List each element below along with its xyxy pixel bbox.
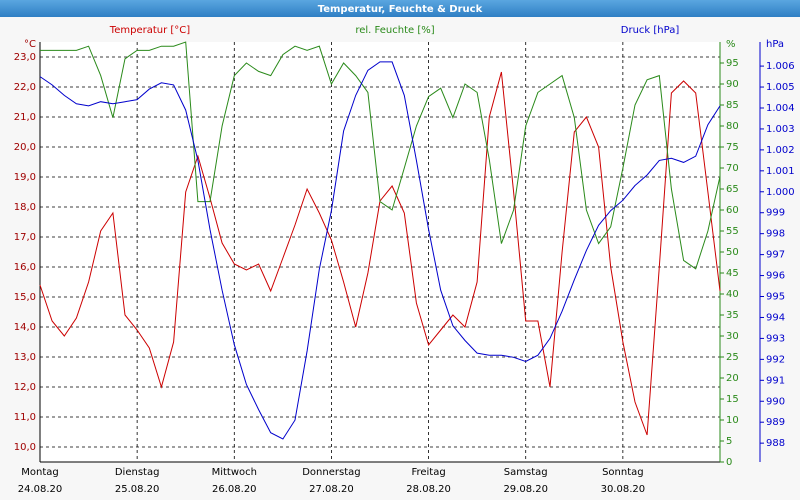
y3-tick-label: 993	[766, 333, 785, 344]
y-tick-label: 12,0	[14, 382, 36, 393]
y3-tick-label: 994	[766, 312, 785, 323]
series-line	[40, 41, 721, 270]
x-tick-label: Sonntag	[602, 467, 644, 478]
y3-tick-label: 997	[766, 250, 785, 261]
y3-tick-label: 990	[766, 396, 785, 407]
plot-area	[40, 42, 720, 462]
y3-tick-label: 999	[766, 208, 785, 219]
y3-tick-label: 992	[766, 354, 785, 365]
y-tick-label: 20,0	[14, 142, 36, 153]
series-title: rel. Feuchte [%]	[355, 25, 434, 36]
y2-unit: %	[726, 39, 736, 50]
y3-tick-label: 1.005	[766, 82, 795, 93]
y3-unit: hPa	[766, 39, 784, 50]
x-tick-label: Dienstag	[115, 467, 160, 478]
y3-tick-label: 996	[766, 271, 785, 282]
y3-tick-label: 995	[766, 292, 785, 303]
y-tick-label: 18,0	[14, 202, 36, 213]
y3-tick-label: 1.002	[766, 145, 795, 156]
y3-tick-label: 1.006	[766, 61, 795, 72]
title-bar	[0, 0, 800, 17]
y2-tick-label: 5	[726, 436, 732, 447]
y2-tick-label: 80	[726, 121, 739, 132]
series-title: Temperatur [°C]	[109, 25, 190, 36]
y2-tick-label: 35	[726, 310, 739, 321]
y-tick-label: 16,0	[14, 262, 36, 273]
y-tick-label: 13,0	[14, 352, 36, 363]
y2-tick-label: 40	[726, 289, 739, 300]
y3-tick-label: 1.004	[766, 103, 795, 114]
y2-tick-label: 50	[726, 247, 739, 258]
y2-tick-label: 55	[726, 226, 739, 237]
x-tick-sublabel: 28.08.20	[406, 484, 451, 495]
y3-tick-label: 1.001	[766, 166, 795, 177]
x-tick-label: Montag	[21, 467, 58, 478]
y-tick-label: 14,0	[14, 322, 36, 333]
y-tick-label: 10,0	[14, 442, 36, 453]
y3-tick-label: 988	[766, 438, 785, 449]
x-tick-sublabel: 27.08.20	[309, 484, 354, 495]
y2-tick-label: 45	[726, 268, 739, 279]
y-tick-label: 21,0	[14, 112, 36, 123]
y2-tick-label: 15	[726, 394, 739, 405]
y2-tick-label: 10	[726, 415, 739, 426]
y-unit: °C	[24, 39, 36, 50]
y3-tick-label: 998	[766, 229, 785, 240]
x-tick-label: Samstag	[504, 467, 548, 478]
y-tick-label: 15,0	[14, 292, 36, 303]
series-line	[39, 61, 721, 440]
y2-tick-label: 70	[726, 163, 739, 174]
chart-title: Temperatur, Feuchte & Druck	[318, 4, 483, 15]
y2-tick-label: 30	[726, 331, 739, 342]
y2-tick-label: 25	[726, 352, 739, 363]
y3-tick-label: 1.000	[766, 187, 795, 198]
y2-tick-label: 65	[726, 184, 739, 195]
y-tick-label: 22,0	[14, 82, 36, 93]
y-tick-label: 23,0	[14, 52, 36, 63]
x-tick-sublabel: 24.08.20	[18, 484, 63, 495]
y2-tick-label: 0	[726, 457, 732, 468]
y-tick-label: 17,0	[14, 232, 36, 243]
x-tick-sublabel: 30.08.20	[601, 484, 646, 495]
x-tick-sublabel: 29.08.20	[503, 484, 548, 495]
y3-tick-label: 1.003	[766, 124, 795, 135]
series-title: Druck [hPa]	[621, 25, 680, 36]
y2-tick-label: 95	[726, 58, 739, 69]
y2-tick-label: 75	[726, 142, 739, 153]
x-tick-sublabel: 26.08.20	[212, 484, 257, 495]
y2-tick-label: 90	[726, 79, 739, 90]
y2-tick-label: 20	[726, 373, 739, 384]
y-tick-label: 19,0	[14, 172, 36, 183]
x-tick-sublabel: 25.08.20	[115, 484, 160, 495]
y3-tick-label: 991	[766, 375, 785, 386]
x-tick-label: Donnerstag	[302, 467, 360, 478]
y2-tick-label: 85	[726, 100, 739, 111]
y2-tick-label: 60	[726, 205, 739, 216]
y3-tick-label: 989	[766, 417, 785, 428]
y-tick-label: 11,0	[14, 412, 36, 423]
x-tick-label: Mittwoch	[212, 467, 257, 478]
x-tick-label: Freitag	[411, 467, 445, 478]
